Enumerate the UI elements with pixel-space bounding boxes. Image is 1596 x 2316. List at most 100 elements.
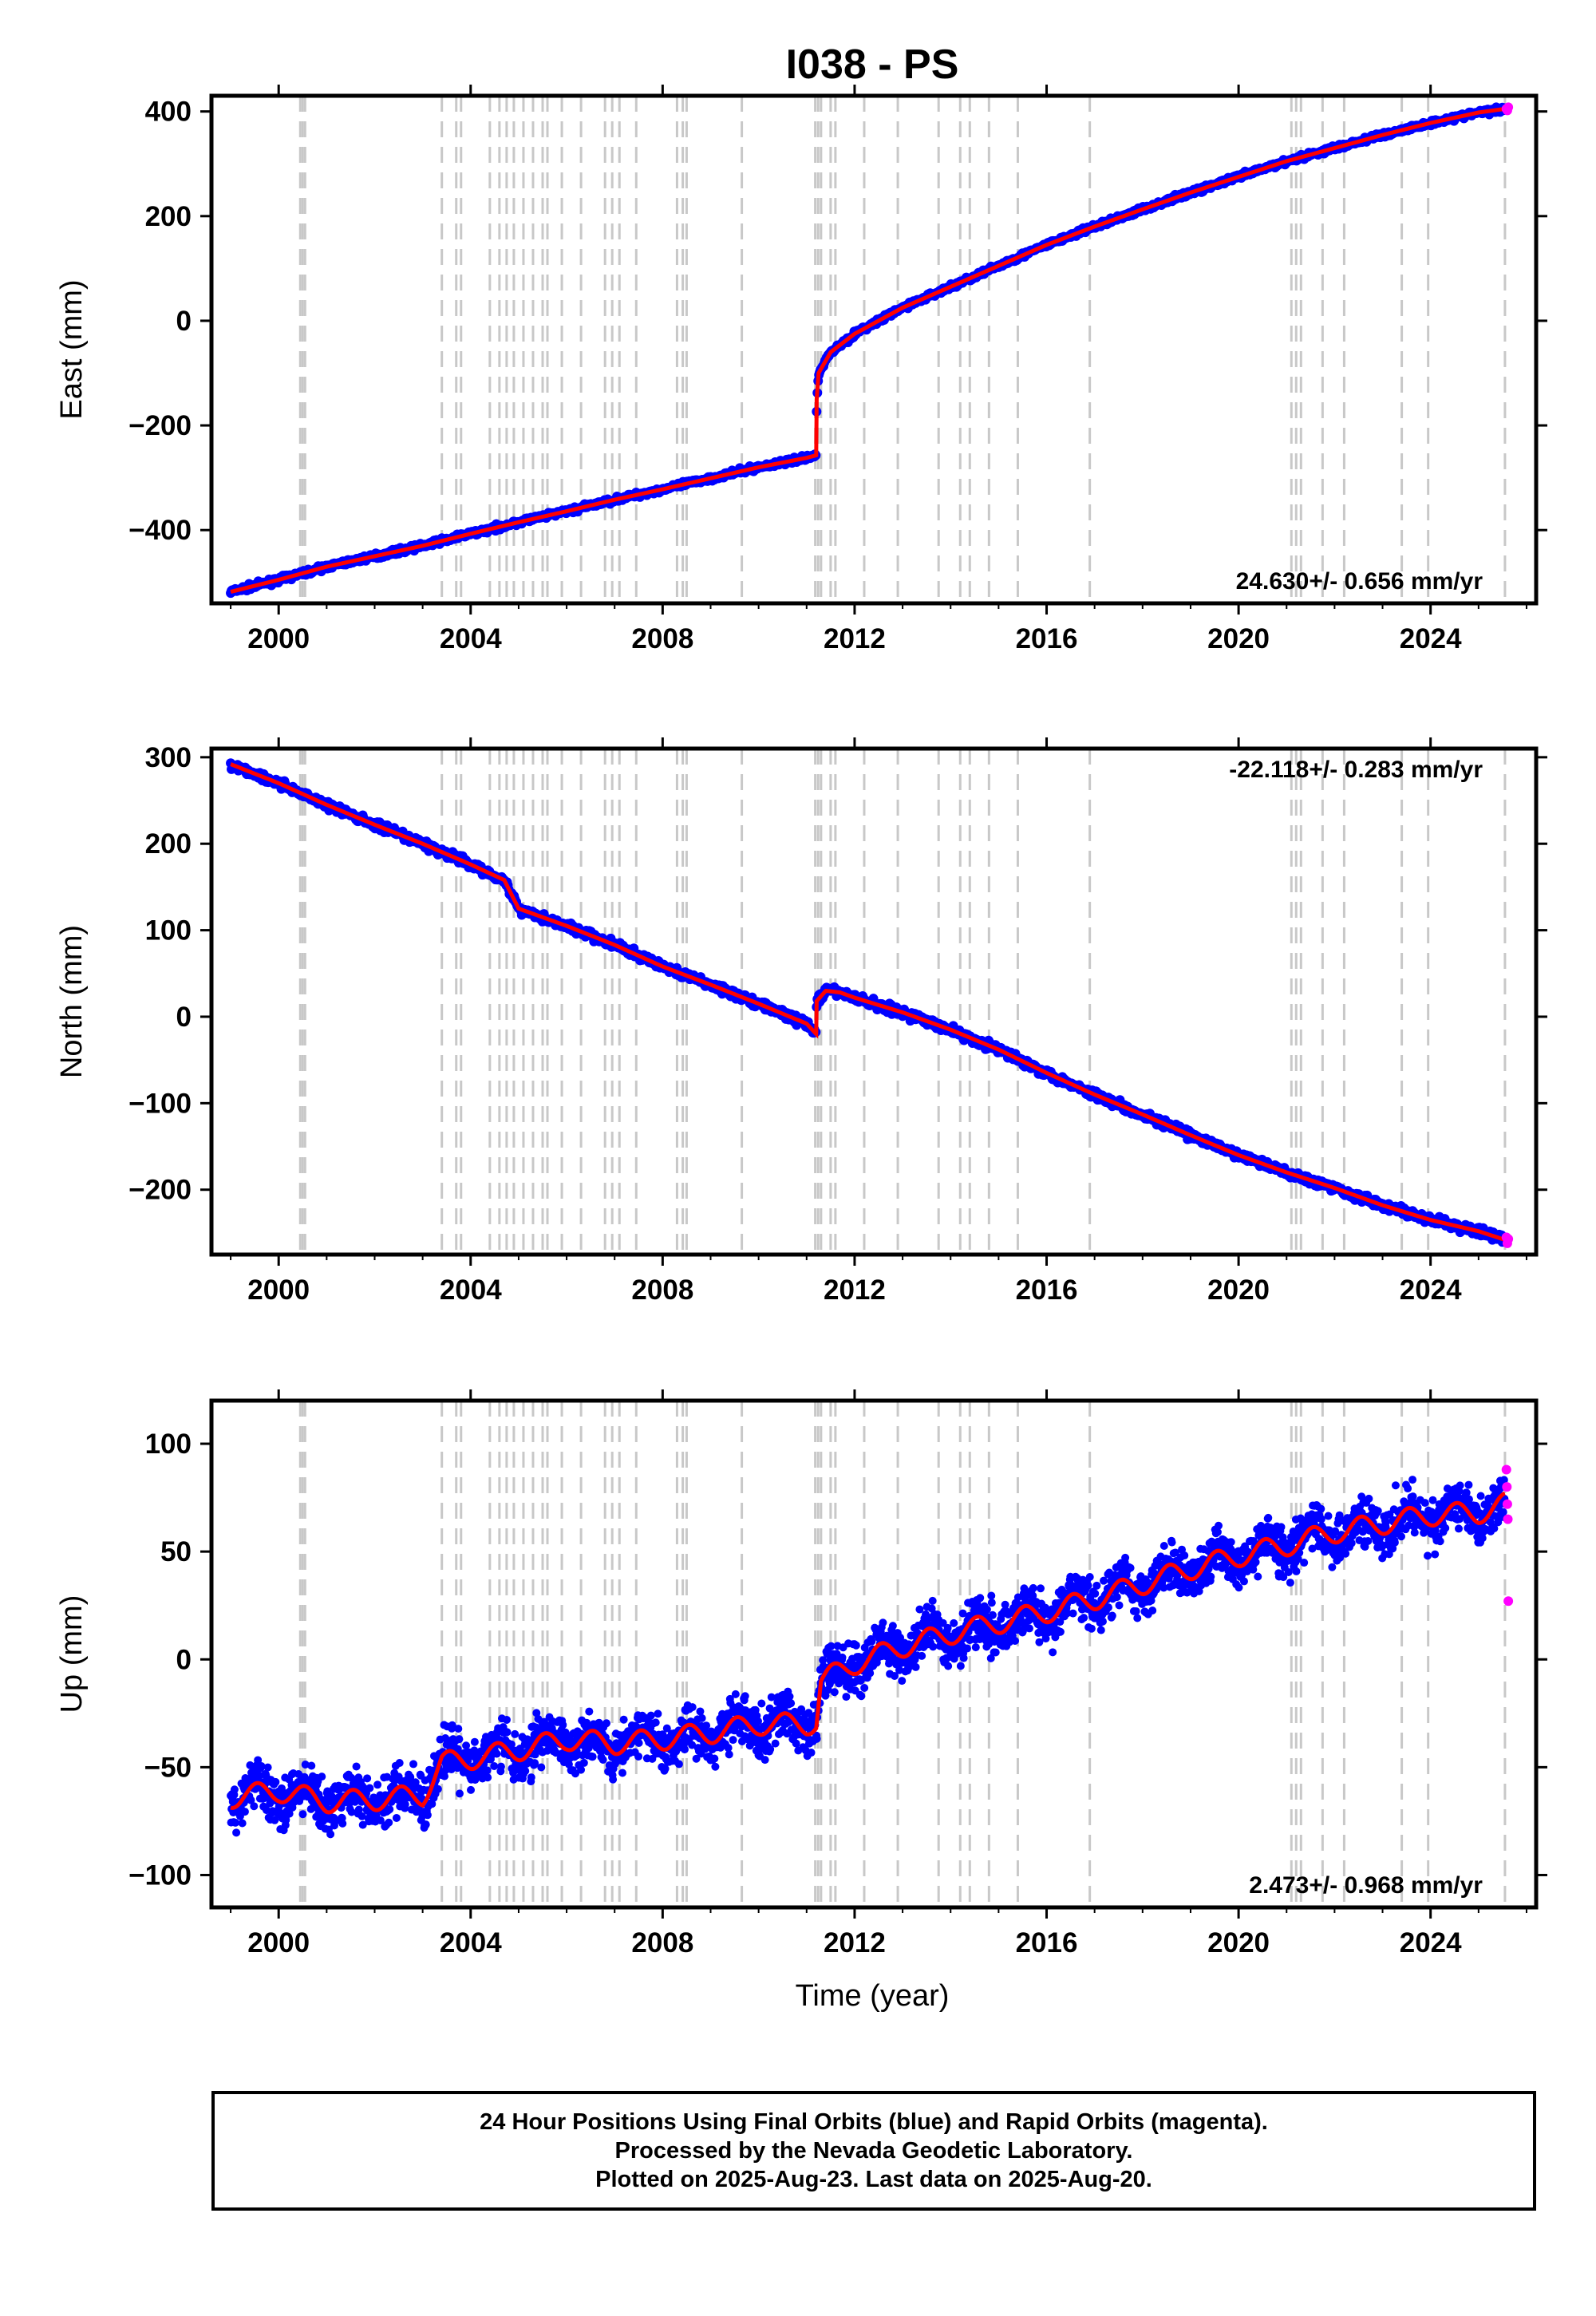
x-tick-label: 2004 [440,623,502,654]
data-point [731,1690,740,1698]
x-tick-label: 2020 [1207,1275,1270,1306]
data-point [490,1761,499,1770]
data-point [521,1767,530,1776]
data-point [609,1775,618,1784]
data-point [454,1725,463,1733]
data-point [462,1741,471,1750]
data-point [385,1818,393,1827]
data-point [725,1750,733,1759]
y-axis-label: East (mm) [55,279,89,419]
data-point [654,1709,662,1718]
data-point [232,1828,241,1837]
rapid-data-point [1503,1234,1514,1244]
velocity-label: 24.630+/- 0.656 mm/yr [1236,568,1483,595]
data-point [674,1760,683,1769]
data-point [250,1802,259,1811]
data-point [710,1754,719,1763]
data-point [696,1707,705,1716]
data-point [352,1762,361,1771]
final-orbit-points [226,102,1510,599]
y-tick-label: 0 [176,306,192,337]
data-point [365,1784,374,1792]
data-point [711,1762,720,1771]
rapid-orbit-points [1501,102,1514,116]
data-point [338,1819,347,1828]
data-point [240,1808,249,1816]
plot-area [226,749,1514,1255]
data-point [602,1719,610,1728]
x-tick-label: 2000 [247,1275,310,1306]
data-point [634,1752,643,1761]
panel-east: 2000 2004 2008 2012 2016 2020 20244002000−200−… [55,85,1547,654]
data-point [271,1777,280,1786]
y-axis-label: North (mm) [55,925,89,1078]
data-point [661,1765,670,1773]
y-tick-label: −200 [128,410,192,441]
y-tick-label: 200 [145,201,192,232]
data-point [363,1774,372,1783]
rapid-data-point [1503,102,1514,113]
data-point [492,1749,501,1758]
data-point [231,1818,240,1827]
y-tick-label: −100 [128,1088,192,1119]
data-point [423,1811,432,1820]
data-point [688,1703,697,1712]
x-tick-label: 2000 [247,623,310,654]
x-tick-label: 2024 [1400,623,1462,654]
panel-up: 2000 2004 2008 2012 2016 2020 2024100500−50−10… [55,1389,1547,1958]
data-point [760,1756,769,1765]
data-point [634,1739,643,1748]
data-point [588,1753,597,1761]
data-point [619,1715,628,1724]
model-fit-line [230,106,1506,594]
data-point [318,1773,326,1781]
data-point [729,1736,737,1745]
rapid-orbit-points [1501,1232,1514,1248]
x-tick-label: 2008 [631,623,693,654]
plot-area [227,1401,1514,1907]
data-point [579,1758,588,1767]
data-point [559,1721,567,1729]
data-point [484,1773,492,1782]
data-point [392,1813,401,1822]
data-point [409,1760,418,1769]
x-tick-label: 2020 [1207,623,1270,654]
x-tick-label: 2008 [631,1275,693,1306]
data-point [373,1780,382,1789]
y-tick-label: 100 [145,915,192,947]
model-fit-line [230,762,1506,1242]
y-tick-label: 200 [145,828,192,860]
data-point [577,1765,586,1774]
data-point [812,1734,821,1743]
x-tick-label: 2012 [824,623,886,654]
data-point [646,1711,655,1720]
data-point [785,1692,794,1701]
data-point [502,1715,511,1724]
data-point [385,1805,394,1814]
data-point [598,1756,607,1765]
data-point [326,1830,335,1839]
data-point [527,1773,535,1782]
y-tick-label: −400 [128,515,192,546]
data-point [771,1739,780,1748]
data-point [651,1718,660,1727]
x-tick-label: 2012 [824,1275,886,1306]
data-point [238,1819,247,1828]
y-tick-label: 300 [145,742,192,773]
data-point [467,1785,476,1794]
data-point [433,1784,442,1793]
data-point [511,1729,519,1738]
data-point [421,1820,430,1829]
data-point [585,1707,594,1716]
x-tick-label: 2016 [1016,623,1078,654]
y-tick-label: −200 [128,1175,192,1206]
figure-title: I038 - PS [786,41,959,88]
chart-panels: 2000 2004 2008 2012 2016 2020 20244002000−200−… [55,85,1547,1958]
data-point [787,1699,796,1708]
data-point [470,1737,479,1746]
data-point [537,1763,546,1772]
data-point [483,1766,492,1775]
data-point [230,1785,239,1794]
final-orbit-points [227,1476,1509,1839]
y-tick-label: 0 [176,1002,192,1033]
